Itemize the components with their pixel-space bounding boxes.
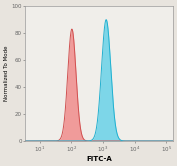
X-axis label: FITC-A: FITC-A [86, 156, 112, 162]
Y-axis label: Normalized To Mode: Normalized To Mode [4, 46, 9, 101]
